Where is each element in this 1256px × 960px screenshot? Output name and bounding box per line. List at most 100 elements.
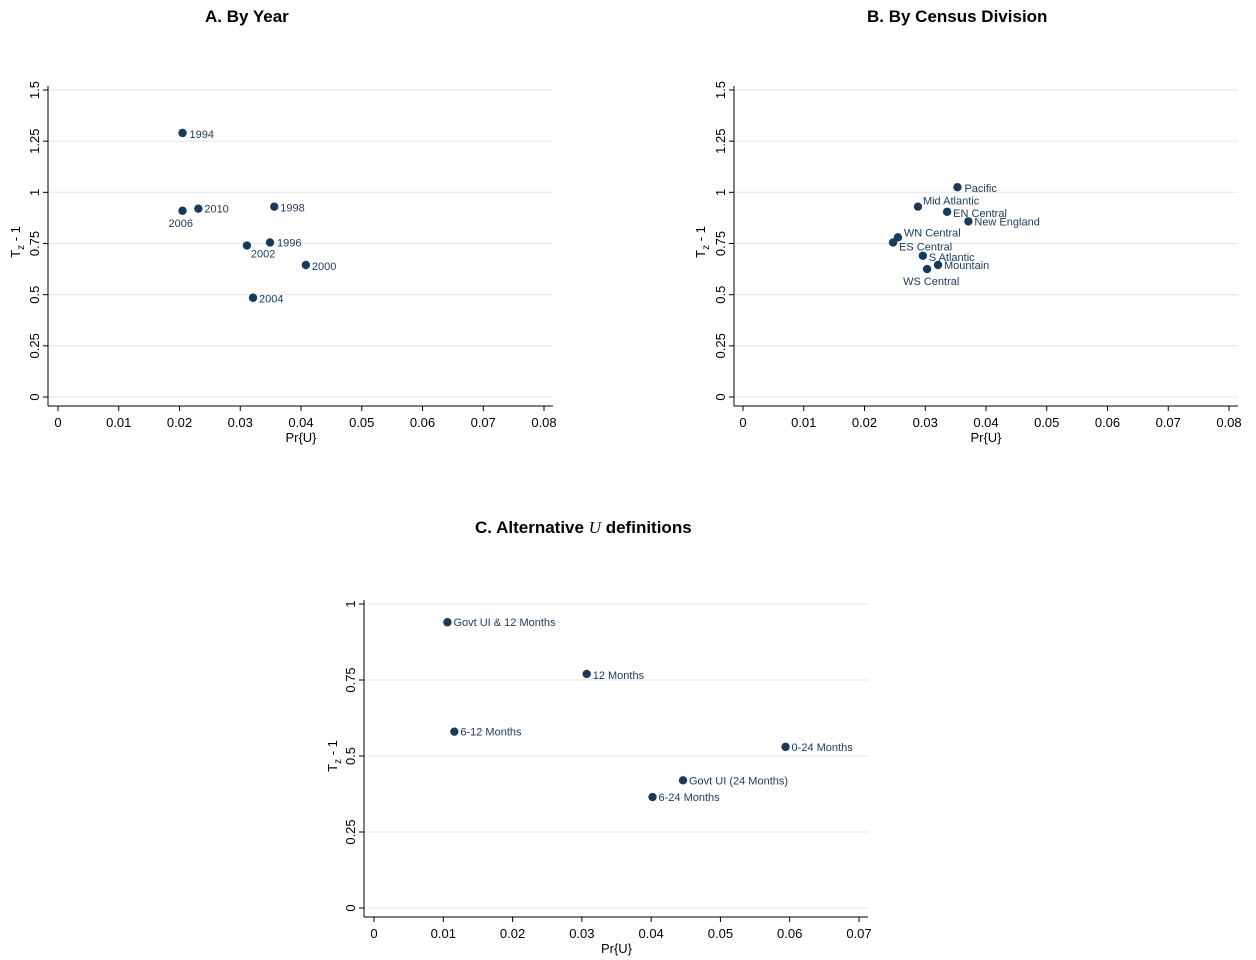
data-point-label: Pacific	[964, 183, 997, 195]
x-tick-label: 0.03	[569, 926, 594, 941]
x-tick-label: 0.07	[846, 926, 871, 941]
data-point	[781, 742, 790, 752]
data-point-label: Govt UI & 12 Months	[453, 617, 556, 629]
y-tick-label: 1.25	[713, 129, 728, 154]
data-point	[242, 241, 252, 250]
data-point-label: WN Central	[904, 227, 961, 239]
y-tick-label: 0.25	[343, 819, 358, 844]
y-tick-label: 1.25	[27, 129, 42, 154]
y-tick-label: 0	[713, 393, 728, 400]
panel-b-title: B. By Census Division	[867, 7, 1048, 26]
y-axis-label: Tz - 1	[325, 740, 344, 772]
y-tick-label: 0.5	[713, 286, 728, 304]
panel-c-title-variable: U	[588, 518, 601, 537]
x-axis-label: Pr{U}	[970, 430, 1002, 445]
y-tick-label: 1.5	[27, 81, 42, 99]
data-point	[178, 128, 187, 138]
y-tick-label: 0.75	[27, 231, 42, 256]
y-axis-label-main: T	[693, 250, 708, 258]
y-axis-label-main: T	[8, 250, 23, 258]
x-tick-label: 0.02	[167, 415, 192, 430]
data-point-label: 2006	[169, 218, 193, 230]
data-point-label: 0-24 Months	[792, 742, 854, 754]
x-tick-label: 0.06	[1095, 415, 1120, 430]
data-point	[648, 792, 657, 802]
x-tick-label: 0.06	[777, 926, 802, 941]
data-point-label: 2004	[259, 294, 283, 306]
y-axis-label-subscript: z	[701, 245, 712, 250]
panel-c-title-text: C. Alternative	[475, 518, 584, 537]
y-tick-label: 0.5	[343, 747, 358, 765]
x-tick-label: 0.01	[791, 415, 816, 430]
panel-c-title: C. Alternative U definitions	[475, 518, 692, 538]
data-point-label: ES Central	[899, 241, 952, 253]
y-tick-label: 0.25	[713, 333, 728, 358]
panel-c-title-suffix: definitions	[605, 518, 692, 537]
x-tick-label: 0	[54, 415, 61, 430]
data-point-label: 6-24 Months	[659, 792, 721, 804]
data-point	[194, 204, 203, 213]
x-tick-label: 0.03	[913, 415, 938, 430]
y-tick-label: 1	[713, 189, 728, 196]
data-point	[964, 217, 973, 226]
data-point-label: Mountain	[944, 260, 989, 272]
data-point-label: S Atlantic	[929, 252, 975, 264]
y-axis-label-suffix: - 1	[693, 226, 708, 245]
x-tick-label: 0.07	[471, 415, 496, 430]
data-point	[918, 251, 928, 260]
x-tick-label: 0.08	[531, 415, 556, 430]
y-tick-label: 0.5	[27, 286, 42, 304]
x-tick-label: 0.04	[638, 926, 663, 941]
panel-c-plot: 0 0.25 0.5 0.75 1 0 0.01 0.02 0.03 0.04 0.05 0.06 0.…	[325, 600, 872, 956]
y-axis-label: Tz - 1	[8, 226, 27, 258]
y-tick-label: 0.75	[343, 667, 358, 692]
data-point-label: 6-12 Months	[460, 727, 522, 739]
data-point	[178, 206, 187, 215]
data-point-label: 12 Months	[593, 670, 645, 682]
data-point	[270, 202, 279, 211]
x-tick-label: 0.01	[106, 415, 131, 430]
x-tick-label: 0	[370, 926, 377, 941]
x-tick-label: 0.05	[1034, 415, 1059, 430]
data-point	[913, 202, 923, 211]
x-axis-label: Pr{U}	[285, 430, 317, 445]
y-tick-label: 1	[343, 600, 358, 607]
data-point-label: Govt UI (24 Months)	[689, 775, 788, 787]
y-axis-label-suffix: - 1	[325, 740, 340, 759]
x-tick-label: 0.07	[1156, 415, 1181, 430]
data-point-label: Mid Atlantic	[923, 196, 980, 208]
y-tick-label: 0.75	[713, 231, 728, 256]
panel-b-plot: 0 0.25 0.5 0.75 1 1.25 1.5 0 0.01 0.02 0.03 0.04 0.0…	[693, 81, 1242, 445]
x-tick-label: 0.02	[852, 415, 877, 430]
x-tick-label: 0.04	[973, 415, 998, 430]
y-axis-label-subscript: z	[333, 759, 344, 764]
x-tick-label: 0.06	[410, 415, 435, 430]
x-tick-label: 0.02	[500, 926, 525, 941]
data-point	[443, 618, 452, 627]
y-axis-label-main: T	[325, 764, 340, 772]
y-tick-label: 1	[27, 189, 42, 196]
data-point-label: 2010	[204, 204, 228, 216]
x-tick-label: 0.05	[349, 415, 374, 430]
x-tick-label: 0	[739, 415, 746, 430]
y-axis-label: Tz - 1	[693, 226, 712, 258]
data-point-label: 2002	[251, 249, 275, 261]
y-tick-label: 1.5	[713, 81, 728, 99]
data-point	[942, 207, 952, 216]
y-axis-label-suffix: - 1	[8, 226, 23, 245]
y-tick-label: 0	[343, 904, 358, 911]
data-point	[265, 238, 275, 247]
data-point	[450, 727, 459, 736]
data-point-label: EN Central	[953, 208, 1007, 220]
data-point-label: 1998	[280, 203, 304, 215]
y-tick-label: 0.25	[27, 333, 42, 358]
data-point-label: 1994	[190, 129, 214, 141]
y-axis-label-subscript: z	[16, 245, 27, 250]
data-point-label: 2000	[312, 261, 336, 273]
panel-a-title: A. By Year	[205, 7, 289, 26]
data-point-label: 1996	[277, 237, 301, 249]
x-tick-label: 0.04	[288, 415, 313, 430]
x-tick-label: 0.05	[708, 926, 733, 941]
